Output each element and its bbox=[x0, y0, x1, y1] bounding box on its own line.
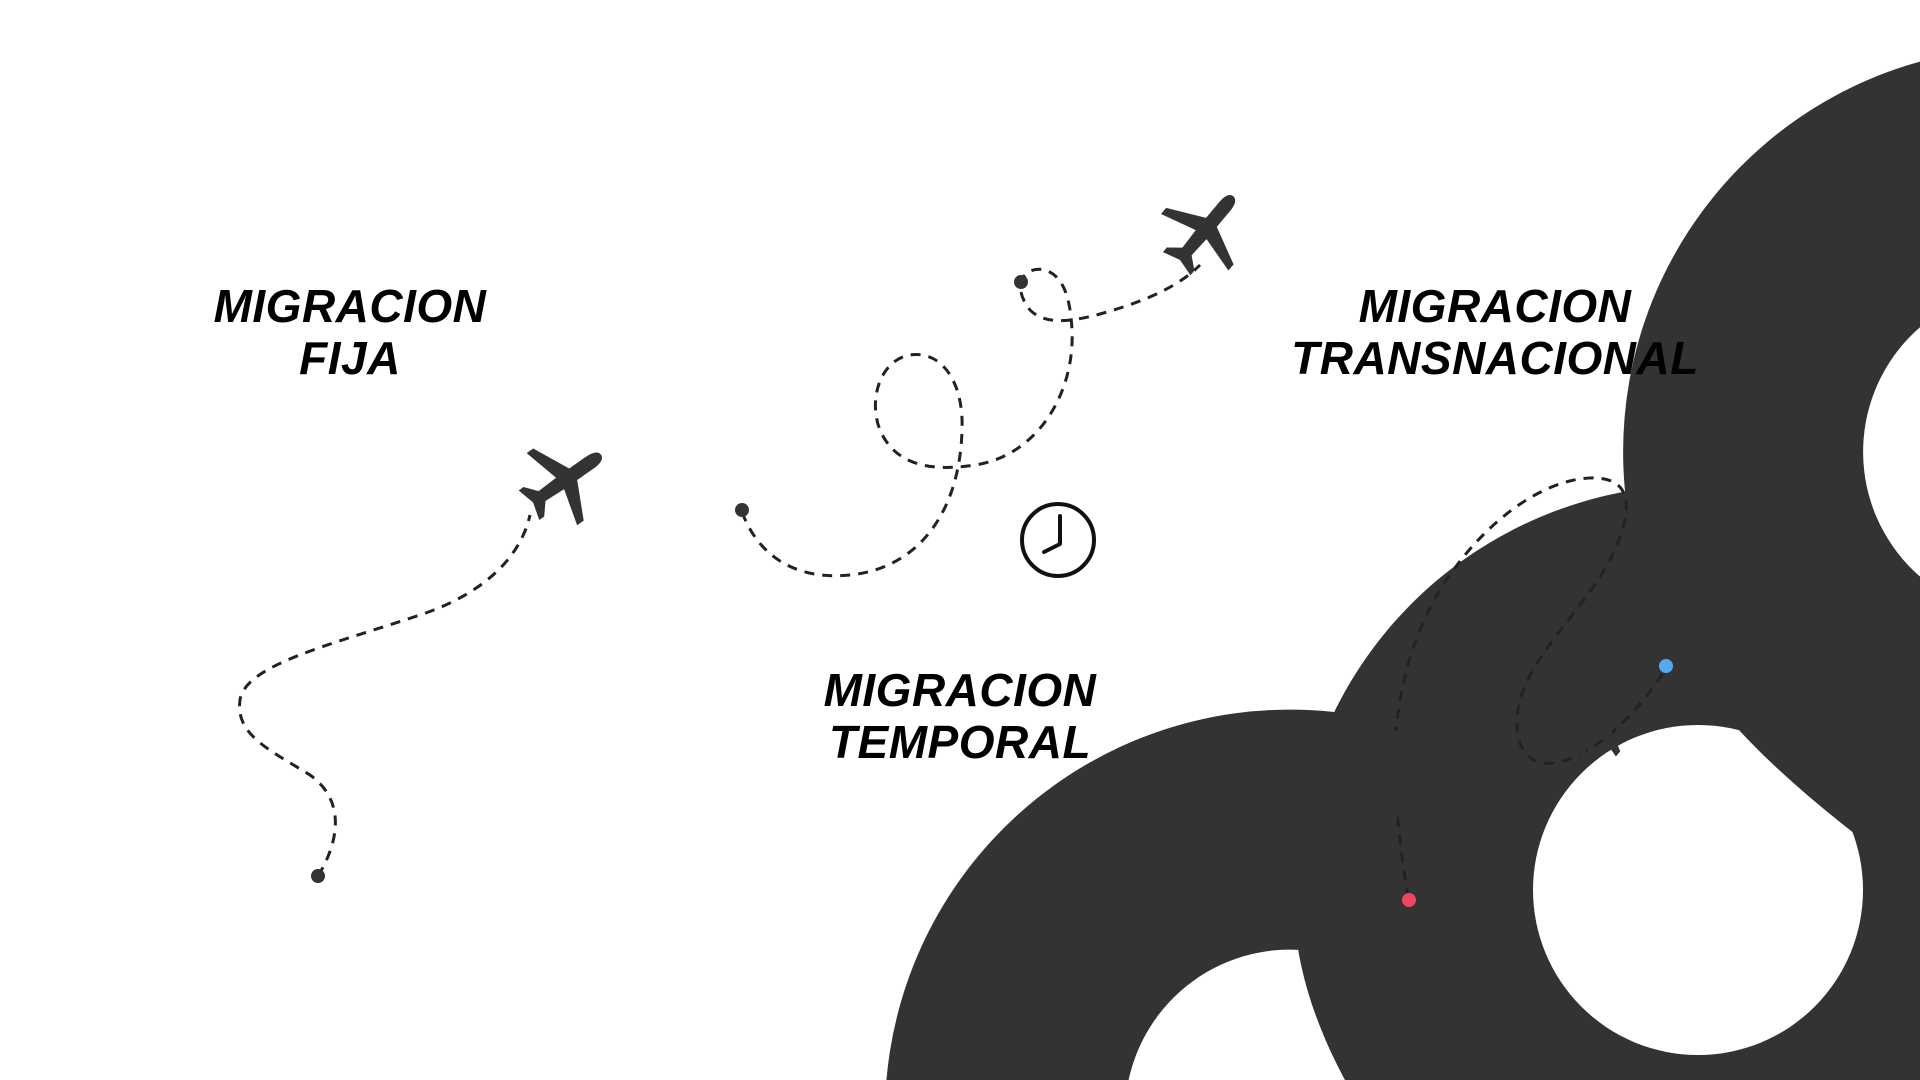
route-fija bbox=[238, 514, 532, 877]
label-migracion-transnacional-line1: MIGRACION bbox=[1358, 280, 1632, 332]
label-migracion-transnacional: MIGRACION TRANSNACIONAL bbox=[1260, 280, 1730, 384]
airplane-icon bbox=[503, 418, 627, 542]
label-migracion-fija: MIGRACION FIJA bbox=[180, 280, 520, 384]
label-migracion-temporal-line1: MIGRACION bbox=[823, 664, 1097, 716]
route-temporal-mid-dot bbox=[1014, 275, 1028, 289]
label-migracion-transnacional-line2: TRANSNACIONAL bbox=[1291, 332, 1699, 384]
route-fija-start-dot bbox=[311, 869, 325, 883]
route-transnacional-end-dot bbox=[1659, 659, 1673, 673]
clock-icon bbox=[1020, 502, 1096, 578]
label-migracion-temporal-line2: TEMPORAL bbox=[828, 716, 1092, 768]
route-temporal bbox=[740, 263, 1202, 578]
label-migracion-temporal: MIGRACION TEMPORAL bbox=[800, 664, 1120, 768]
label-migracion-fija-line1: MIGRACION bbox=[213, 280, 487, 332]
route-temporal-start-dot bbox=[735, 503, 749, 517]
route-transnacional bbox=[1393, 476, 1668, 899]
label-migracion-fija-line2: FIJA bbox=[299, 332, 401, 384]
airplane-icon bbox=[1143, 168, 1267, 292]
route-transnacional-start-dot bbox=[1402, 893, 1416, 907]
